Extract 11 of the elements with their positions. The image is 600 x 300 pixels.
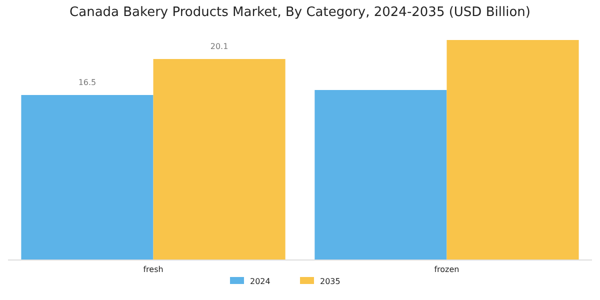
legend-label: 2035 [320,277,340,286]
chart-title: Canada Bakery Products Market, By Category, 2024-2035 (USD Billion) [70,5,530,20]
bar [446,40,579,260]
data-label: 16.5 [78,78,96,87]
x-tick-label: frozen [434,265,460,274]
data-label: 20.1 [210,42,228,51]
bar [153,59,286,260]
legend-label: 2024 [250,277,270,286]
x-tick-label: fresh [143,265,164,274]
bar [21,95,154,260]
bar [314,90,447,260]
